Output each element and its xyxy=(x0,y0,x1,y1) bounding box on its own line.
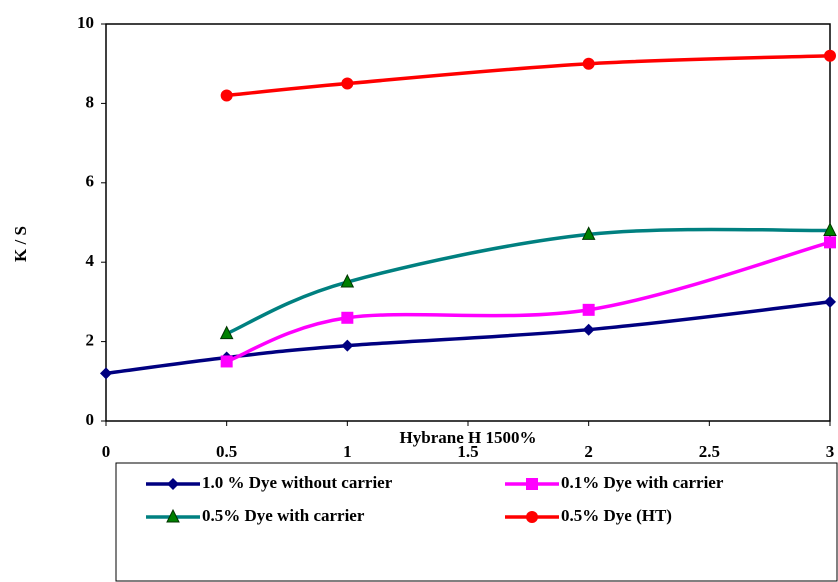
series-line xyxy=(226,240,831,364)
marker xyxy=(220,89,233,102)
legend-marker xyxy=(166,508,180,523)
y-tick-label: 8 xyxy=(86,92,95,111)
series-line xyxy=(226,54,831,98)
x-tick-label: 1.5 xyxy=(457,442,478,461)
marker xyxy=(582,323,595,336)
x-tick-label: 1 xyxy=(343,442,352,461)
x-tick-label: 0.5 xyxy=(216,442,237,461)
series-line xyxy=(225,227,831,336)
x-tick-label: 2 xyxy=(584,442,593,461)
marker xyxy=(340,273,355,288)
legend-label: 1.0 % Dye without carrier xyxy=(202,473,393,492)
x-tick-label: 2.5 xyxy=(699,442,720,461)
legend-label: 0.1% Dye with carrier xyxy=(561,473,724,492)
legend-marker xyxy=(167,478,179,490)
marker xyxy=(341,77,354,90)
x-tick-label: 0 xyxy=(102,442,111,461)
marker xyxy=(582,303,595,316)
marker xyxy=(581,226,596,240)
marker xyxy=(824,236,836,249)
marker xyxy=(220,355,233,368)
y-axis-label: K / S xyxy=(11,226,30,262)
marker xyxy=(100,367,112,380)
x-axis-label: Hybrane H 1500% xyxy=(400,428,537,447)
legend-box xyxy=(115,462,838,582)
x-tick-label: 3 xyxy=(826,442,835,461)
marker xyxy=(219,325,234,340)
marker xyxy=(341,311,354,324)
y-tick-label: 10 xyxy=(77,13,94,32)
marker xyxy=(824,49,836,62)
series-line xyxy=(105,300,831,376)
marker xyxy=(823,222,837,236)
plot-frame xyxy=(105,23,831,422)
legend-marker xyxy=(526,511,538,523)
legend-marker xyxy=(526,478,538,490)
y-tick-label: 0 xyxy=(86,410,95,429)
legend-label: 0.5% Dye (HT) xyxy=(561,506,672,525)
marker xyxy=(341,339,354,352)
y-tick-label: 2 xyxy=(86,331,95,350)
y-tick-label: 4 xyxy=(86,251,95,270)
legend-label: 0.5% Dye with carrier xyxy=(202,506,365,525)
marker xyxy=(582,57,595,70)
y-tick-label: 6 xyxy=(86,172,95,191)
marker xyxy=(824,295,836,308)
